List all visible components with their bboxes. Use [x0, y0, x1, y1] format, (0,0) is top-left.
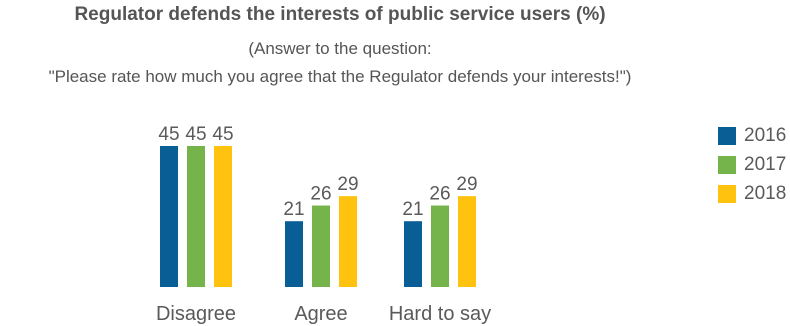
legend-swatch-2016: [718, 126, 736, 145]
bar-disagree-2016: [160, 146, 178, 287]
legend-item-2018: 2018: [718, 179, 786, 208]
data-label-disagree-2017: 45: [185, 124, 206, 145]
bar-agree-2018: [339, 196, 357, 287]
chart-subtitle-line-2: "Please rate how much you agree that the…: [48, 67, 632, 86]
legend-swatch-2017: [718, 155, 736, 174]
legend-item-2017: 2017: [718, 150, 786, 179]
data-label-agree-2016: 21: [283, 199, 304, 220]
chart-subtitle-line-1: (Answer to the question:: [248, 39, 432, 58]
category-label-disagree: Disagree: [156, 303, 236, 325]
legend: 2016 2017 2018: [718, 121, 786, 208]
bar-agree-2016: [285, 221, 303, 287]
data-label-disagree-2016: 45: [158, 124, 179, 145]
data-label-hard-to-say-2017: 26: [429, 184, 450, 205]
data-label-disagree-2018: 45: [212, 124, 233, 145]
bar-disagree-2017: [187, 146, 205, 287]
bar-hard-to-say-2018: [458, 196, 476, 287]
category-label-agree: Agree: [294, 303, 347, 325]
category-label-hard-to-say: Hard to say: [389, 303, 491, 325]
legend-label-2016: 2016: [744, 124, 787, 146]
data-label-agree-2017: 26: [310, 184, 331, 205]
bar-agree-2017: [312, 205, 330, 287]
data-label-agree-2018: 29: [337, 174, 358, 195]
bar-hard-to-say-2017: [431, 205, 449, 287]
legend-item-2016: 2016: [718, 121, 786, 150]
legend-label-2017: 2017: [744, 153, 787, 175]
data-label-hard-to-say-2018: 29: [456, 174, 477, 195]
legend-label-2018: 2018: [744, 182, 787, 204]
chart-title: Regulator defends the interests of publi…: [74, 4, 606, 25]
legend-swatch-2018: [718, 184, 736, 203]
bar-hard-to-say-2016: [404, 221, 422, 287]
bar-disagree-2018: [214, 146, 232, 287]
data-label-hard-to-say-2016: 21: [402, 199, 423, 220]
